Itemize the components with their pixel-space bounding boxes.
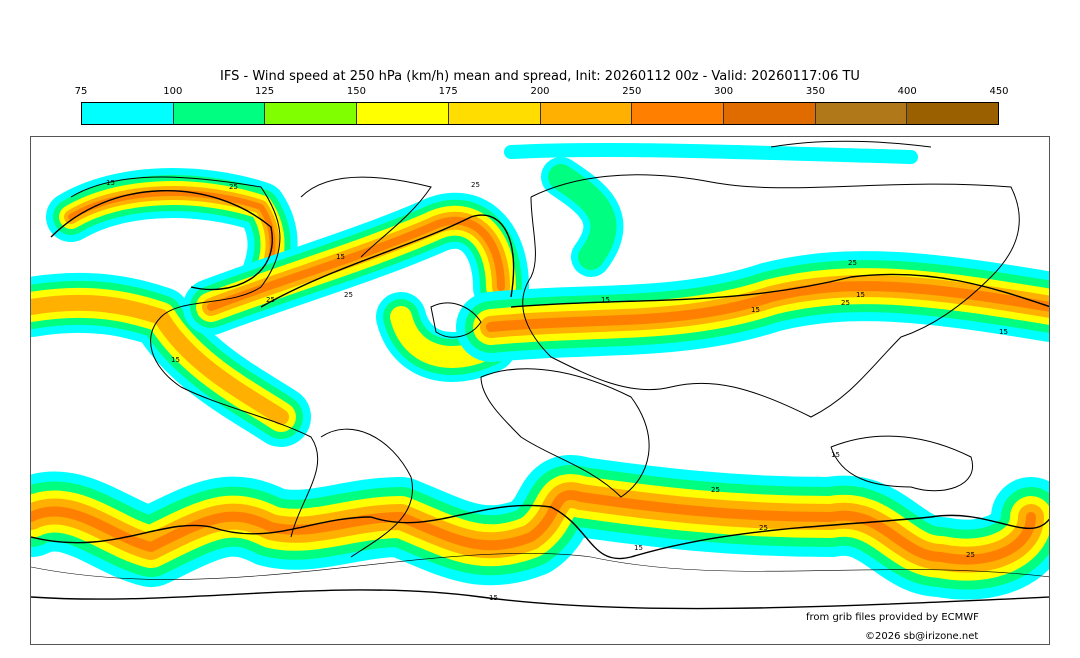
contour-label: 25: [759, 524, 768, 532]
map-canvas: 15 25 15 25 25 15 25 15 15 25 15 25 15 15 25 25 15 25 15: [31, 140, 1049, 610]
colorbar-tick-label: 350: [805, 86, 825, 97]
contour-label: 25: [711, 486, 720, 494]
colorbar-tick-label: 450: [989, 86, 1009, 97]
contour-label: 15: [336, 253, 345, 261]
wind-speed-band: [548, 164, 617, 270]
wind-speed-map: 15 25 15 25 25 15 25 15 15 25 15 25 15 15 25 25 15 25 15: [30, 136, 1050, 645]
colorbar-segment: [540, 103, 633, 124]
colorbar-tick-label: 175: [438, 86, 458, 97]
contour-label: 15: [106, 179, 115, 187]
contour-label: 25: [966, 551, 975, 559]
chart-title: IFS - Wind speed at 250 hPa (km/h) mean …: [220, 69, 860, 84]
wind-speed-band: [504, 142, 918, 164]
wind-speed-band: [207, 216, 505, 311]
colorbar-tick-label: 75: [74, 86, 88, 97]
contour-label: 15: [999, 328, 1008, 336]
copyright-credit: ©2026 sb@irizone.net: [865, 631, 979, 642]
colorbar-segment: [173, 103, 266, 124]
colorbar-segment: [265, 103, 358, 124]
colorbar-tick-label: 250: [622, 86, 642, 97]
colorbar-tick-label: 300: [714, 86, 734, 97]
contour-label: 25: [848, 259, 857, 267]
contour-label: 25: [841, 299, 850, 307]
colorbar-segment: [632, 103, 724, 124]
spread-contours: [31, 189, 1049, 610]
colorbar-tick-label: 200: [530, 86, 550, 97]
colorbar-tick-label: 100: [163, 86, 183, 97]
colorbar-segment: [723, 103, 816, 124]
colorbar: [81, 102, 999, 125]
contour-label: 15: [856, 291, 865, 299]
contour-label: 25: [266, 296, 275, 304]
contour-label: 15: [601, 296, 610, 304]
colorbar-segment: [448, 103, 541, 124]
colorbar-segment: [907, 103, 999, 124]
wind-speed-band: [486, 281, 1049, 332]
contour-label: 25: [229, 183, 238, 191]
contour-label: 15: [489, 594, 498, 602]
colorbar-tick-label: 400: [897, 86, 917, 97]
colorbar-tick-label: 125: [255, 86, 275, 97]
contour-label: 25: [471, 181, 480, 189]
contour-label: 15: [634, 544, 643, 552]
colorbar-segment: [82, 103, 174, 124]
contour-label: 15: [831, 451, 840, 459]
wind-speed-band: [31, 490, 1036, 565]
contour-label: 15: [171, 356, 180, 364]
coastlines: [31, 140, 1049, 580]
contour-labels: 15 25 15 25 25 15 25 15 15 25 15 25 15 15 25 25 15 25 15: [106, 179, 1008, 602]
colorbar-segment: [357, 103, 449, 124]
contour-label: 25: [344, 291, 353, 299]
data-source-credit: from grib files provided by ECMWF: [806, 612, 979, 623]
colorbar-segment: [815, 103, 908, 124]
contour-label: 15: [751, 306, 760, 314]
colorbar-tick-label: 150: [346, 86, 366, 97]
